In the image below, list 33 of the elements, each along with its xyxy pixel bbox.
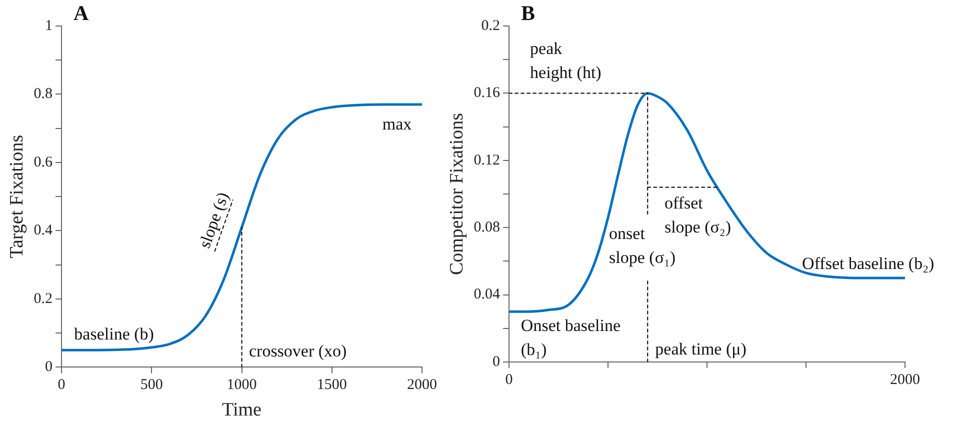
x-tick-label: 2000 bbox=[890, 372, 920, 388]
y-tick-label: 0.2 bbox=[34, 290, 53, 307]
annotation: Onset baseline (b₁) bbox=[520, 316, 621, 360]
y-tick-label: 0.16 bbox=[474, 85, 501, 102]
annotation: peak time (μ) bbox=[655, 340, 746, 359]
y-tick-label: 0.4 bbox=[34, 222, 54, 239]
y-tick-label: 0.04 bbox=[474, 286, 501, 303]
x-tick-label: 0 bbox=[505, 372, 513, 388]
y-tick-label: 0.12 bbox=[474, 152, 500, 168]
y-tick-label: 0 bbox=[45, 359, 53, 376]
y-tick-label: 1 bbox=[45, 18, 53, 34]
annotation: slope (s) bbox=[194, 190, 233, 251]
y-axis-title: Target Fixations bbox=[6, 134, 28, 258]
annotation: Offset baseline (b₂) bbox=[802, 254, 934, 274]
annotation: max bbox=[382, 114, 412, 134]
y-axis-title: Competitor Fixations bbox=[446, 112, 468, 276]
annotation: baseline (b) bbox=[74, 324, 154, 344]
y-tick-label: 0.8 bbox=[34, 86, 53, 102]
y-tick-label: 0.2 bbox=[481, 18, 500, 34]
x-tick-label: 1000 bbox=[226, 377, 257, 394]
annotation: offset slope (σ₂) bbox=[664, 194, 732, 237]
x-tick-label: 2000 bbox=[407, 377, 437, 394]
y-tick-label: 0.08 bbox=[474, 220, 500, 236]
y-tick-label: 0 bbox=[492, 354, 500, 370]
y-tick-label: 0.6 bbox=[34, 154, 54, 170]
chart-title: B bbox=[521, 0, 536, 25]
x-tick-label: 500 bbox=[140, 377, 163, 394]
chart-title: A bbox=[74, 0, 90, 25]
x-tick-label: 1500 bbox=[316, 377, 347, 394]
x-tick-label: 0 bbox=[58, 377, 66, 394]
annotation: peak height (ht) bbox=[530, 38, 602, 82]
annotation: crossover (xo) bbox=[248, 341, 347, 360]
x-axis-title: Time bbox=[222, 400, 262, 421]
